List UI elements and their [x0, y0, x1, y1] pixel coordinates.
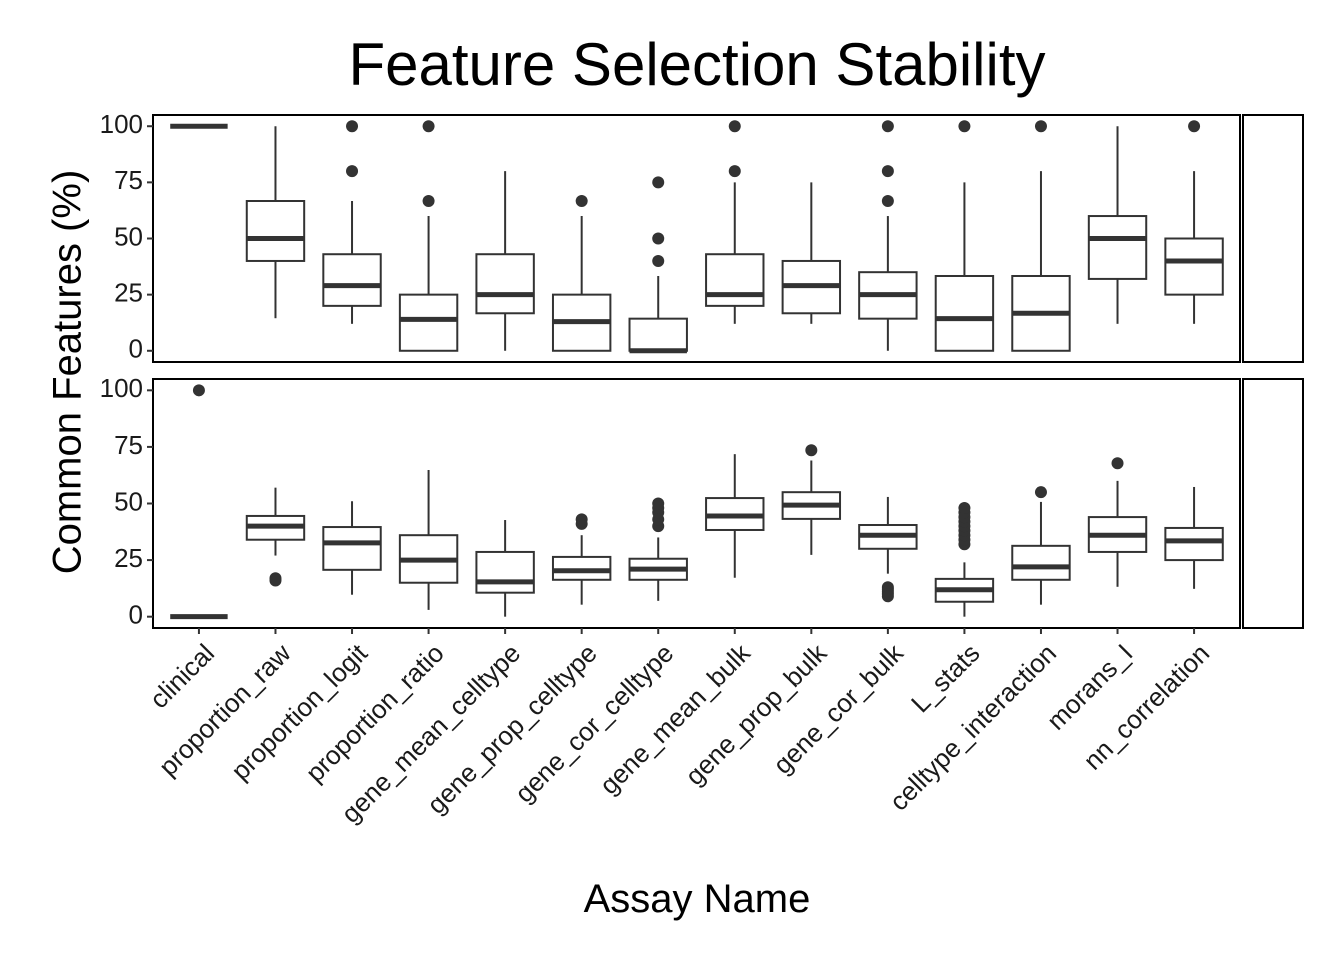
outlier: [1034, 486, 1047, 499]
outlier: [422, 195, 435, 208]
x-axis-title: Assay Name: [584, 877, 811, 921]
outlier: [652, 497, 665, 510]
panel-border: [152, 378, 1241, 629]
x-tick-label: proportion_logit: [225, 637, 373, 785]
outlier: [1111, 457, 1124, 470]
outlier: [422, 120, 435, 133]
outlier: [881, 590, 894, 603]
box: [628, 317, 688, 352]
box: [398, 293, 459, 352]
y-tick-label: 0: [129, 600, 143, 630]
outlier: [881, 195, 894, 208]
outlier: [575, 513, 588, 526]
y-tick-label: 25: [114, 543, 143, 573]
outlier: [881, 120, 894, 133]
x-tick-label: gene_prop_bulk: [679, 637, 833, 791]
box: [934, 274, 995, 352]
box: [322, 526, 382, 571]
x-tick-label: gene_cor_bulk: [767, 637, 910, 780]
box: [705, 253, 765, 307]
chart-title: Feature Selection Stability: [348, 31, 1045, 98]
outlier: [958, 502, 971, 515]
outlier: [805, 444, 818, 457]
y-tick-label: 100: [100, 373, 143, 403]
panel-border: [152, 114, 1241, 363]
box: [475, 253, 535, 315]
outlier: [269, 574, 282, 587]
x-tick-label: proportion_raw: [153, 638, 297, 782]
box: [1087, 215, 1148, 280]
outlier: [652, 176, 665, 189]
x-tick-label: clinical: [144, 638, 220, 714]
y-tick-label: 50: [114, 486, 143, 516]
outlier: [575, 195, 588, 208]
outlier: [346, 165, 359, 178]
box: [475, 550, 535, 594]
outlier: [1034, 120, 1047, 133]
outlier: [1188, 120, 1201, 133]
outlier: [652, 232, 665, 245]
outlier: [881, 165, 894, 178]
strip: [1242, 378, 1304, 629]
y-axis-title: Common Features (%): [46, 170, 90, 575]
outlier: [728, 165, 741, 178]
box: [1164, 526, 1224, 562]
strip: [1242, 114, 1304, 363]
outlier: [728, 120, 741, 133]
y-tick-label: 75: [114, 165, 143, 195]
box: [1164, 237, 1224, 296]
outlier: [192, 384, 205, 397]
x-tick-label: proportion_ratio: [300, 638, 450, 788]
box: [322, 253, 382, 307]
y-tick-label: 75: [114, 430, 143, 460]
y-tick-label: 50: [114, 221, 143, 251]
outlier: [652, 254, 665, 267]
y-tick-label: 0: [129, 334, 143, 364]
y-tick-label: 25: [114, 278, 143, 308]
box: [1011, 544, 1071, 581]
outlier: [346, 120, 359, 133]
box: [245, 200, 306, 262]
y-tick-label: 100: [100, 109, 143, 139]
outlier: [958, 120, 971, 133]
